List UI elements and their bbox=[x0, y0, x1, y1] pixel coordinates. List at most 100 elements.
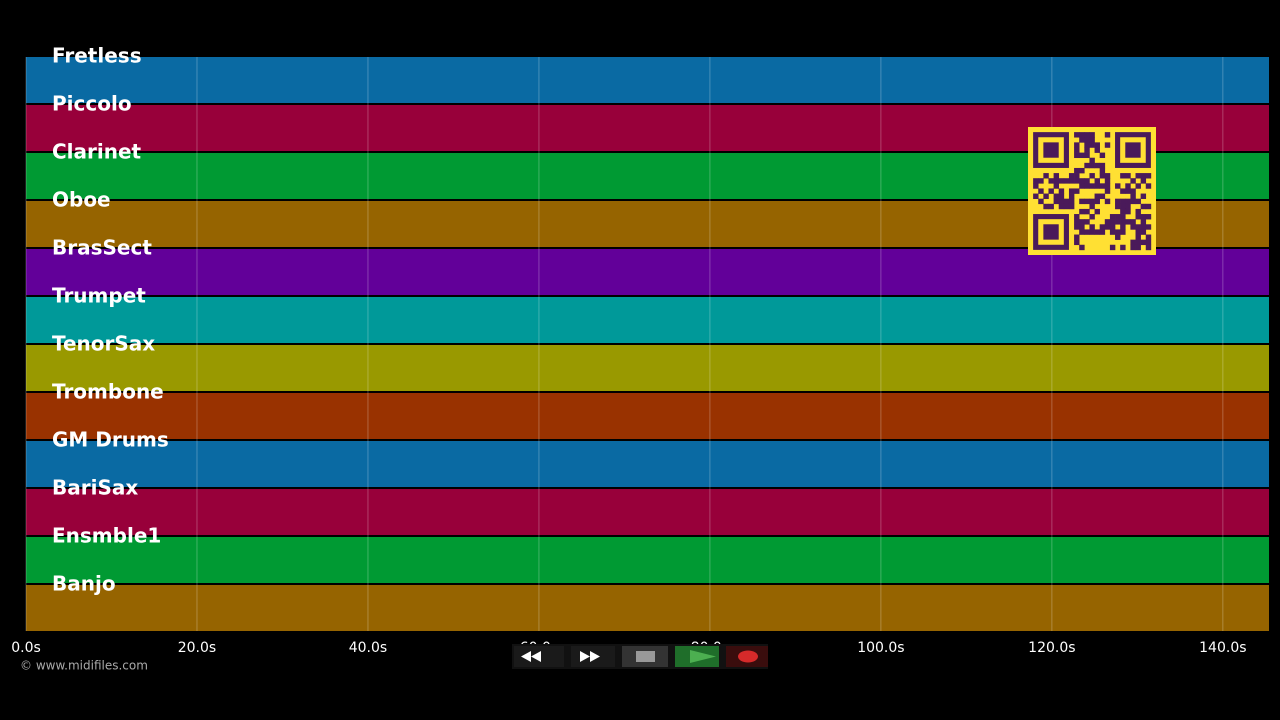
track-label: Banjo bbox=[52, 572, 116, 596]
qr-cell bbox=[1109, 214, 1116, 220]
x-tick-label: 100.0s bbox=[857, 640, 904, 656]
qr-cell bbox=[1145, 183, 1152, 189]
qr-cell bbox=[1063, 198, 1070, 205]
qr-code bbox=[1028, 127, 1156, 255]
qr-cell bbox=[1079, 178, 1085, 184]
qr-cell bbox=[1115, 203, 1121, 210]
qr-cell bbox=[1089, 157, 1095, 164]
transport-controls bbox=[512, 644, 768, 669]
qr-cell bbox=[1089, 214, 1095, 220]
play-button[interactable] bbox=[675, 646, 719, 667]
qr-cell bbox=[1068, 188, 1075, 194]
qr-cell bbox=[1053, 193, 1060, 199]
qr-cell bbox=[1068, 173, 1075, 179]
qr-cell bbox=[1074, 188, 1080, 194]
qr-cell bbox=[1104, 132, 1111, 138]
track-band bbox=[26, 537, 1269, 583]
qr-cell bbox=[1145, 224, 1152, 230]
qr-cell bbox=[1145, 203, 1152, 210]
stop-button[interactable] bbox=[622, 646, 668, 667]
qr-cell bbox=[1084, 219, 1090, 225]
qr-finder bbox=[1125, 142, 1141, 158]
track-label: TenorSax bbox=[52, 332, 155, 356]
track-label: Trumpet bbox=[52, 284, 146, 308]
track-band bbox=[26, 585, 1269, 631]
qr-cell bbox=[1135, 214, 1141, 220]
qr-cell bbox=[1109, 229, 1116, 235]
qr-cell bbox=[1089, 173, 1095, 179]
qr-cell bbox=[1104, 188, 1111, 194]
qr-cell bbox=[1074, 147, 1080, 153]
track-band bbox=[26, 297, 1269, 343]
icon bbox=[636, 651, 655, 662]
track-band bbox=[26, 57, 1269, 103]
qr-cell bbox=[1135, 239, 1141, 246]
qr-cell bbox=[1120, 214, 1126, 220]
qr-cell bbox=[1074, 219, 1080, 225]
qr-cell bbox=[1104, 224, 1111, 230]
qr-cell bbox=[1058, 198, 1065, 205]
qr-cell bbox=[1115, 198, 1121, 205]
qr-cell bbox=[1084, 132, 1090, 138]
qr-cell bbox=[1099, 152, 1106, 159]
qr-cell bbox=[1145, 173, 1152, 179]
qr-cell bbox=[1074, 239, 1080, 246]
qr-cell bbox=[1140, 193, 1147, 199]
qr-cell bbox=[1120, 203, 1126, 210]
rewind-button[interactable] bbox=[514, 646, 564, 667]
qr-cell bbox=[1074, 152, 1080, 159]
qr-cell bbox=[1130, 188, 1136, 194]
qr-cell bbox=[1084, 152, 1090, 159]
qr-cell bbox=[1074, 214, 1080, 220]
qr-cell bbox=[1130, 239, 1136, 246]
forward-button[interactable] bbox=[571, 646, 615, 667]
qr-cell bbox=[1130, 178, 1136, 184]
qr-finder bbox=[1043, 142, 1059, 158]
x-tick-label: 140.0s bbox=[1199, 640, 1246, 656]
qr-cell bbox=[1043, 193, 1049, 199]
qr-cell bbox=[1140, 214, 1147, 220]
track-band bbox=[26, 441, 1269, 487]
qr-cell bbox=[1099, 193, 1106, 199]
icon bbox=[690, 650, 716, 663]
qr-cell bbox=[1140, 239, 1147, 246]
qr-cell bbox=[1089, 183, 1095, 189]
qr-cell bbox=[1125, 208, 1131, 215]
qr-cell bbox=[1115, 219, 1121, 225]
qr-cell bbox=[1089, 224, 1095, 230]
qr-cell bbox=[1074, 142, 1080, 148]
track-band bbox=[26, 393, 1269, 439]
qr-cell bbox=[1079, 137, 1085, 143]
icon bbox=[531, 651, 541, 662]
qr-cell bbox=[1125, 198, 1131, 205]
qr-cell bbox=[1130, 244, 1136, 251]
qr-cell bbox=[1063, 178, 1070, 184]
qr-cell bbox=[1125, 173, 1131, 179]
record-button[interactable] bbox=[726, 646, 768, 667]
qr-cell bbox=[1094, 162, 1100, 169]
qr-cell bbox=[1120, 224, 1126, 230]
qr-cell bbox=[1089, 229, 1095, 235]
qr-cell bbox=[1120, 208, 1126, 215]
qr-cell bbox=[1074, 234, 1080, 240]
qr-cell bbox=[1099, 229, 1106, 235]
qr-cell bbox=[1130, 224, 1136, 230]
qr-cell bbox=[1099, 173, 1106, 179]
qr-cell bbox=[1053, 198, 1060, 205]
qr-cell bbox=[1099, 167, 1106, 174]
qr-cell bbox=[1089, 137, 1095, 143]
qr-cell bbox=[1089, 198, 1095, 205]
track-label: Piccolo bbox=[52, 92, 132, 116]
qr-cell bbox=[1089, 142, 1095, 148]
qr-cell bbox=[1038, 188, 1044, 194]
x-tick-label: 20.0s bbox=[178, 640, 216, 656]
qr-cell bbox=[1053, 173, 1060, 179]
qr-cell bbox=[1084, 229, 1090, 235]
qr-cell bbox=[1043, 173, 1049, 179]
qr-cell bbox=[1089, 203, 1095, 210]
track-label: Trombone bbox=[52, 380, 164, 404]
qr-cell bbox=[1104, 219, 1111, 225]
qr-cell bbox=[1079, 198, 1085, 205]
qr-cell bbox=[1094, 208, 1100, 215]
